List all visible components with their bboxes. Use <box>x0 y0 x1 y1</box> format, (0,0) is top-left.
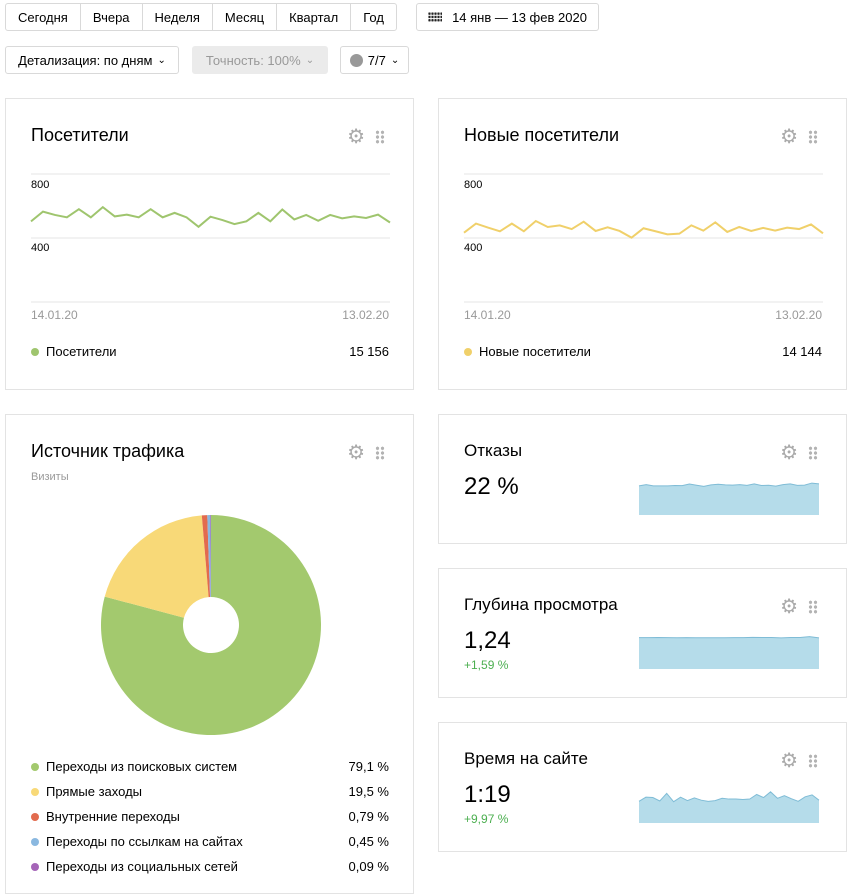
accuracy-dropdown[interactable]: Точность: 100% ⌄ <box>192 46 328 74</box>
legend-item[interactable]: Переходы по ссылкам на сайтах <box>31 834 243 849</box>
date-range-label: 14 янв — 13 фев 2020 <box>452 10 587 25</box>
legend-dot <box>31 348 39 356</box>
legend-dot <box>31 788 39 796</box>
drag-handle-icon[interactable] <box>808 446 818 460</box>
legend-label: Новые посетители <box>479 344 591 359</box>
sparkline-area <box>639 637 819 669</box>
x-end-label: 13.02.20 <box>342 308 389 322</box>
total-value: 14 144 <box>782 344 822 359</box>
legend-label: Переходы по ссылкам на сайтах <box>46 834 243 849</box>
y-tick-label: 800 <box>31 179 49 191</box>
legend-label: Внутренние переходы <box>46 809 180 824</box>
period-yesterday[interactable]: Вчера <box>81 4 143 30</box>
traffic-pie-chart <box>6 415 415 745</box>
gear-icon[interactable]: ⚙ <box>780 597 798 617</box>
series-line <box>464 221 823 238</box>
legend-label: Переходы из поисковых систем <box>46 759 237 774</box>
metric-change: +9,97 % <box>464 812 508 826</box>
gear-icon[interactable]: ⚙ <box>780 751 798 771</box>
chevron-down-icon: ⌄ <box>157 55 165 66</box>
legend-item[interactable]: Внутренние переходы <box>31 809 180 824</box>
bounce-sparkline <box>638 477 820 515</box>
sparkline-area <box>639 792 819 823</box>
period-quarter[interactable]: Квартал <box>277 4 351 30</box>
y-tick-label: 400 <box>464 242 482 254</box>
legend-value: 79,1 % <box>349 759 389 774</box>
comment-icon <box>350 54 363 67</box>
metric-change: +1,59 % <box>464 658 508 672</box>
legend-value: 19,5 % <box>349 784 389 799</box>
legend-item[interactable]: Новые посетители <box>464 344 591 359</box>
time-widget: Время на сайте ⚙ 1:19 +9,97 % <box>438 722 847 852</box>
chevron-down-icon: ⌄ <box>391 55 399 66</box>
drag-handle-icon[interactable] <box>808 600 818 614</box>
legend-dot <box>464 348 472 356</box>
series-line <box>31 207 390 227</box>
visitors-widget: Посетители ⚙ 800 400 14.01.20 13.02.20 П… <box>5 98 414 390</box>
sparkline-line <box>639 637 819 638</box>
metric-value: 1,24 <box>464 627 511 655</box>
legend-item[interactable]: Посетители <box>31 344 117 359</box>
metric-value: 22 % <box>464 473 519 501</box>
new-visitors-widget: Новые посетители ⚙ 800 400 14.01.20 13.0… <box>438 98 847 390</box>
time-sparkline <box>638 785 820 823</box>
depth-widget: Глубина просмотра ⚙ 1,24 +1,59 % <box>438 568 847 698</box>
detail-label: Детализация: по дням <box>18 53 152 68</box>
legend-value: 0,09 % <box>349 859 389 874</box>
date-range-button[interactable]: 14 янв — 13 фев 2020 <box>416 3 599 31</box>
depth-sparkline <box>638 631 820 669</box>
widget-title: Глубина просмотра <box>464 595 618 615</box>
legend-dot <box>31 763 39 771</box>
period-today[interactable]: Сегодня <box>6 4 81 30</box>
legend-dot <box>31 863 39 871</box>
legend-value: 0,45 % <box>349 834 389 849</box>
calendar-icon <box>428 12 442 22</box>
x-end-label: 13.02.20 <box>775 308 822 322</box>
x-start-label: 14.01.20 <box>464 308 511 322</box>
segments-label: 7/7 <box>368 53 386 68</box>
legend-label: Прямые заходы <box>46 784 142 799</box>
legend-label: Посетители <box>46 344 117 359</box>
legend-label: Переходы из социальных сетей <box>46 859 238 874</box>
legend-dot <box>31 838 39 846</box>
legend-item[interactable]: Прямые заходы <box>31 784 142 799</box>
period-selector: Сегодня Вчера Неделя Месяц Квартал Год <box>5 3 397 31</box>
chevron-down-icon: ⌄ <box>306 55 314 66</box>
legend-item[interactable]: Переходы из поисковых систем <box>31 759 237 774</box>
accuracy-label: Точность: 100% <box>206 53 301 68</box>
segments-dropdown[interactable]: 7/7 ⌄ <box>340 46 409 74</box>
total-value: 15 156 <box>349 344 389 359</box>
bounce-widget: Отказы ⚙ 22 % <box>438 414 847 544</box>
legend-value: 0,79 % <box>349 809 389 824</box>
period-year[interactable]: Год <box>351 4 396 30</box>
y-tick-label: 400 <box>31 242 49 254</box>
metric-value: 1:19 <box>464 781 511 809</box>
drag-handle-icon[interactable] <box>808 754 818 768</box>
legend-dot <box>31 813 39 821</box>
period-week[interactable]: Неделя <box>143 4 213 30</box>
gear-icon[interactable]: ⚙ <box>780 443 798 463</box>
widget-title: Время на сайте <box>464 749 588 769</box>
x-start-label: 14.01.20 <box>31 308 78 322</box>
y-tick-label: 800 <box>464 179 482 191</box>
sparkline-area <box>639 483 819 515</box>
widget-title: Отказы <box>464 441 522 461</box>
traffic-source-widget: Источник трафика Визиты ⚙ Переходы из по… <box>5 414 414 894</box>
legend-item[interactable]: Переходы из социальных сетей <box>31 859 238 874</box>
detail-dropdown[interactable]: Детализация: по дням ⌄ <box>5 46 179 74</box>
period-month[interactable]: Месяц <box>213 4 277 30</box>
